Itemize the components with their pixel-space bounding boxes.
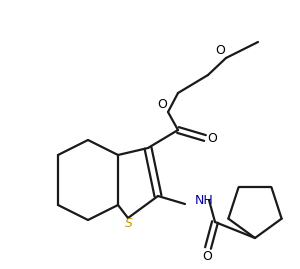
Text: O: O: [215, 44, 225, 57]
Text: O: O: [207, 132, 217, 144]
Text: O: O: [202, 250, 212, 263]
Text: S: S: [125, 217, 133, 230]
Text: NH: NH: [195, 193, 214, 207]
Text: O: O: [157, 98, 167, 111]
